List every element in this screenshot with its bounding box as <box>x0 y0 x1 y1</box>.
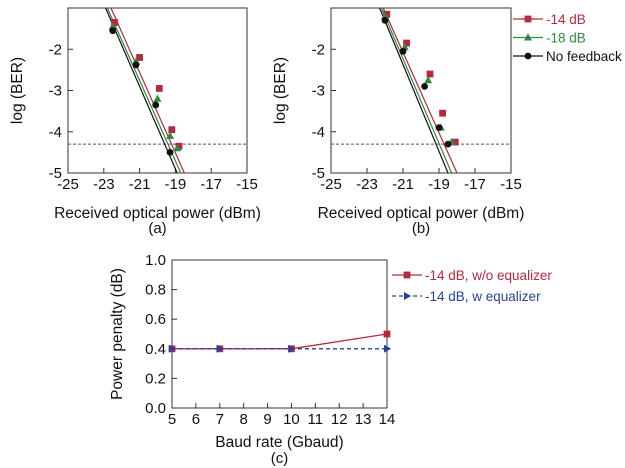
data-point-1-0-1 <box>403 39 410 47</box>
y-tick-label-2-2: 0.4 <box>145 341 166 358</box>
fit-line-0-0 <box>110 8 185 173</box>
y-tick-label-0-2: -4 <box>49 124 62 141</box>
panel-label-0: (a) <box>148 220 166 237</box>
data-point-1-1-2 <box>424 75 433 84</box>
fit-line-1-0 <box>382 8 458 173</box>
x-tick-label-1-5: -15 <box>500 176 522 193</box>
legend-label-2-1: -14 dB, w equalizer <box>425 289 541 304</box>
x-tick-label-2-8: 13 <box>355 411 372 428</box>
x-tick-label-2-0: 5 <box>168 411 176 428</box>
fit-line-1-2 <box>379 8 449 173</box>
legend-label-1-1: -18 dB <box>546 31 586 46</box>
legend-marker-2-0 <box>403 271 411 279</box>
data-point-2-1-0 <box>169 344 177 353</box>
x-axis-label-2: Baud rate (Gbaud) <box>215 434 343 451</box>
x-tick-label-1-4: -17 <box>464 176 486 193</box>
data-point-1-0-2 <box>426 70 434 78</box>
panel-label-2: (c) <box>271 450 289 467</box>
data-point-2-1-3 <box>384 344 392 353</box>
data-point-0-0-2 <box>155 85 163 92</box>
series-line-2-0 <box>172 333 387 350</box>
data-point-0-0-0 <box>111 19 118 26</box>
x-tick-label-2-7: 12 <box>331 411 348 428</box>
x-tick-label-2-2: 7 <box>216 411 224 428</box>
x-tick-label-2-4: 9 <box>263 411 271 428</box>
y-tick-label-1-2: -4 <box>312 124 325 141</box>
legend-label-2-0: -14 dB, w/o equalizer <box>425 268 552 283</box>
data-point-2-0-3 <box>383 330 391 338</box>
x-tick-label-0-0: -25 <box>57 176 79 193</box>
data-point-0-0-4 <box>175 142 183 150</box>
data-point-0-2-2 <box>152 101 160 109</box>
x-axis-label-1: Received optical power (dBm) <box>318 205 525 222</box>
legend-marker-1-0 <box>524 15 532 23</box>
x-tick-label-0-4: -17 <box>200 176 222 193</box>
plot-frame-2 <box>171 259 388 409</box>
x-tick-label-1-3: -19 <box>428 176 450 193</box>
plot-frame-1 <box>330 7 512 174</box>
data-point-2-1-1 <box>216 344 224 353</box>
data-point-1-2-4 <box>444 140 452 148</box>
data-point-1-2-2 <box>421 82 428 90</box>
y-tick-label-1-0: -2 <box>312 41 325 58</box>
fit-line-0-1 <box>106 8 182 173</box>
legend-marker-2-1 <box>404 292 412 300</box>
legend-marker-1-2 <box>524 52 532 60</box>
data-point-1-2-0 <box>381 16 389 24</box>
data-point-0-1-2 <box>153 94 162 102</box>
data-point-1-0-3 <box>439 109 446 117</box>
fit-line-1-1 <box>380 8 453 173</box>
data-point-0-2-3 <box>166 148 174 156</box>
x-tick-label-1-2: -21 <box>392 176 414 193</box>
data-point-1-0-0 <box>383 10 391 18</box>
x-tick-label-0-1: -23 <box>93 176 115 193</box>
data-point-1-2-1 <box>399 47 407 55</box>
plot-area-0 <box>68 8 247 173</box>
data-point-0-2-0 <box>109 27 117 35</box>
y-axis-label-2: Power penalty (dB) <box>109 268 126 400</box>
x-tick-label-2-6: 11 <box>308 411 324 428</box>
y-tick-label-2-4: 0.8 <box>145 282 166 299</box>
plot-area-1 <box>331 8 511 173</box>
y-axis-label-1: log (BER) <box>272 57 289 124</box>
data-point-0-1-4 <box>173 144 182 152</box>
x-tick-label-0-2: -21 <box>129 176 151 193</box>
panel-label-1: (b) <box>412 220 430 237</box>
x-tick-label-2-5: 10 <box>283 411 300 428</box>
data-point-0-2-1 <box>132 61 140 69</box>
y-tick-label-2-5: 1.0 <box>145 252 166 269</box>
data-point-1-0-4 <box>451 138 459 146</box>
data-point-0-1-0 <box>108 22 117 30</box>
x-tick-label-0-3: -19 <box>165 176 187 193</box>
y-tick-label-1-1: -3 <box>312 83 325 100</box>
y-tick-label-2-1: 0.2 <box>145 370 166 387</box>
y-tick-label-1-3: -5 <box>312 165 325 182</box>
y-tick-label-2-3: 0.6 <box>145 311 166 328</box>
fit-line-0-2 <box>105 8 178 173</box>
x-tick-label-1-1: -23 <box>356 176 378 193</box>
y-tick-label-0-0: -2 <box>49 41 62 58</box>
legend-label-1-2: No feedback <box>546 49 622 64</box>
data-point-1-1-0 <box>381 12 389 20</box>
x-tick-label-2-1: 6 <box>192 411 200 428</box>
x-tick-label-0-5: -15 <box>236 176 258 193</box>
data-point-0-0-3 <box>168 126 176 134</box>
plot-area-2 <box>172 333 387 350</box>
y-tick-label-0-1: -3 <box>49 83 62 100</box>
x-tick-label-2-3: 8 <box>239 411 247 428</box>
data-point-0-1-3 <box>166 131 175 139</box>
y-axis-label-0: log (BER) <box>9 57 26 124</box>
y-tick-label-0-3: -5 <box>49 165 62 182</box>
data-point-0-0-1 <box>136 54 143 61</box>
data-point-2-1-2 <box>288 344 296 353</box>
x-tick-label-1-0: -25 <box>320 176 342 193</box>
data-point-1-2-3 <box>435 124 443 132</box>
legend-marker-1-1 <box>524 33 532 41</box>
x-tick-label-2-9: 14 <box>379 411 396 428</box>
x-axis-label-0: Received optical power (dBm) <box>54 205 261 222</box>
y-tick-label-2-0: 0.0 <box>145 400 166 417</box>
legend-label-1-0: -14 dB <box>546 12 586 27</box>
